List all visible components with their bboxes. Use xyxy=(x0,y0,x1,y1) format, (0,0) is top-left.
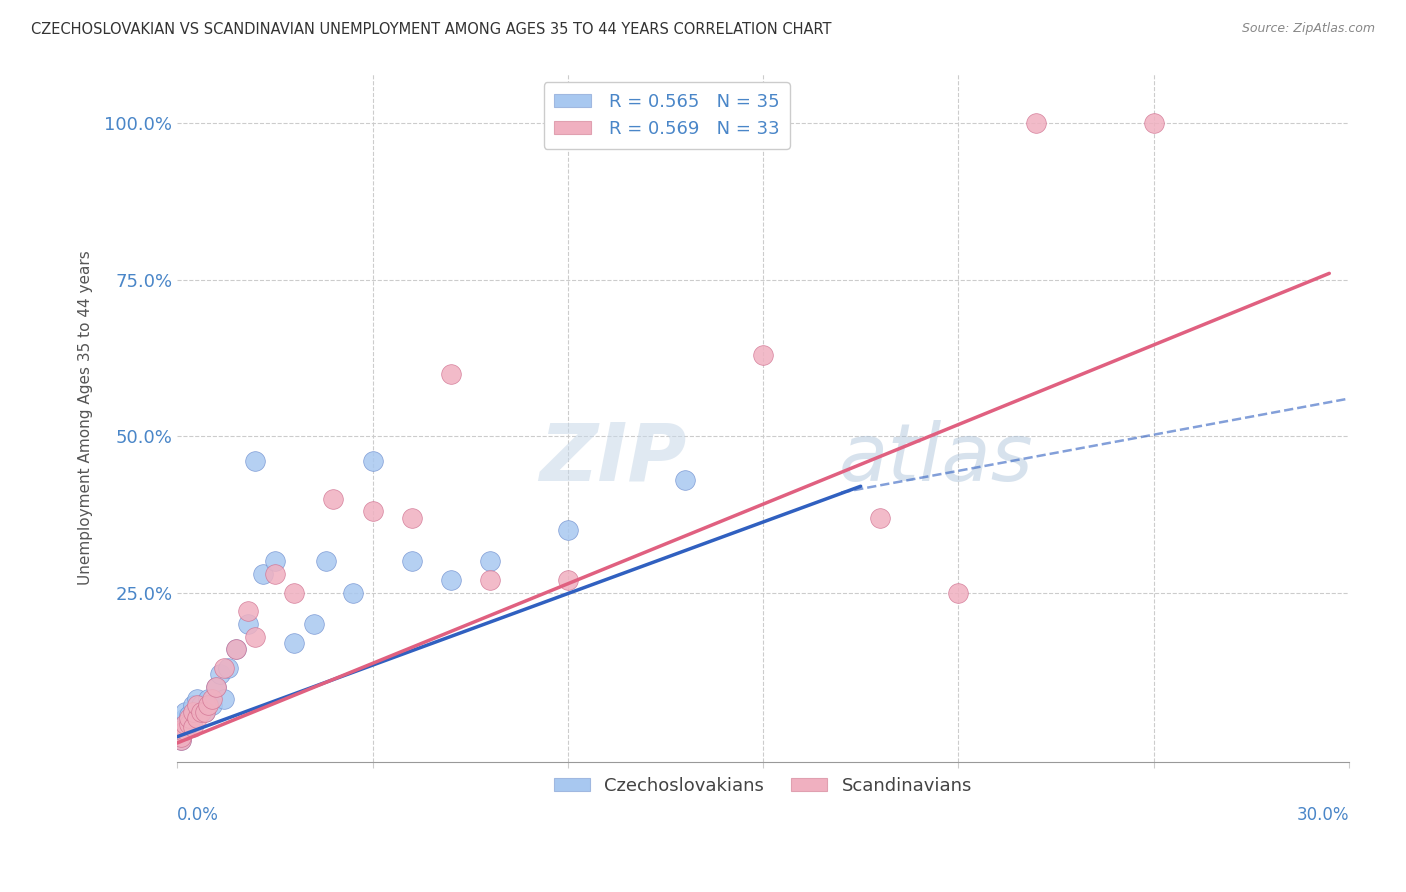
Point xyxy=(170,730,193,744)
Point xyxy=(194,705,217,719)
Point xyxy=(186,705,208,719)
Point xyxy=(478,554,501,568)
Point xyxy=(361,504,384,518)
Point xyxy=(322,491,344,506)
Point xyxy=(236,617,259,632)
Point xyxy=(236,605,259,619)
Point xyxy=(170,723,193,738)
Point xyxy=(181,720,204,734)
Point xyxy=(212,661,235,675)
Text: 30.0%: 30.0% xyxy=(1296,805,1348,823)
Point xyxy=(209,667,232,681)
Point xyxy=(283,585,305,599)
Point xyxy=(177,717,200,731)
Point xyxy=(190,705,212,719)
Point xyxy=(201,692,224,706)
Point xyxy=(177,717,200,731)
Point xyxy=(177,711,200,725)
Text: ZIP: ZIP xyxy=(540,420,688,498)
Legend: Czechoslovakians, Scandinavians: Czechoslovakians, Scandinavians xyxy=(547,770,980,802)
Point xyxy=(205,680,228,694)
Point xyxy=(212,692,235,706)
Point xyxy=(342,585,364,599)
Point xyxy=(186,711,208,725)
Point xyxy=(869,510,891,524)
Point xyxy=(264,554,287,568)
Point xyxy=(225,642,247,657)
Point xyxy=(186,698,208,713)
Point xyxy=(181,705,204,719)
Point xyxy=(174,711,197,725)
Point xyxy=(190,698,212,713)
Point xyxy=(401,510,423,524)
Point xyxy=(170,732,193,747)
Point xyxy=(170,723,193,738)
Point xyxy=(194,705,217,719)
Point xyxy=(283,636,305,650)
Point xyxy=(245,630,267,644)
Point xyxy=(302,617,325,632)
Point xyxy=(197,692,219,706)
Point xyxy=(315,554,337,568)
Point xyxy=(225,642,247,657)
Point xyxy=(181,711,204,725)
Point xyxy=(478,573,501,587)
Point xyxy=(205,680,228,694)
Point xyxy=(170,726,193,740)
Point xyxy=(264,566,287,581)
Point xyxy=(174,723,197,738)
Point xyxy=(201,698,224,713)
Point xyxy=(245,454,267,468)
Text: CZECHOSLOVAKIAN VS SCANDINAVIAN UNEMPLOYMENT AMONG AGES 35 TO 44 YEARS CORRELATI: CZECHOSLOVAKIAN VS SCANDINAVIAN UNEMPLOY… xyxy=(31,22,831,37)
Point xyxy=(174,705,197,719)
Point xyxy=(439,573,461,587)
Point xyxy=(1025,116,1047,130)
Point xyxy=(217,661,239,675)
Point xyxy=(557,523,579,537)
Point xyxy=(177,707,200,722)
Point xyxy=(186,692,208,706)
Point xyxy=(439,367,461,381)
Point xyxy=(752,348,775,362)
Point xyxy=(197,698,219,713)
Point xyxy=(181,698,204,713)
Point xyxy=(174,723,197,738)
Point xyxy=(174,717,197,731)
Point xyxy=(948,585,970,599)
Point xyxy=(170,732,193,747)
Point xyxy=(401,554,423,568)
Point xyxy=(361,454,384,468)
Point xyxy=(252,566,274,581)
Y-axis label: Unemployment Among Ages 35 to 44 years: Unemployment Among Ages 35 to 44 years xyxy=(79,250,93,585)
Text: Source: ZipAtlas.com: Source: ZipAtlas.com xyxy=(1241,22,1375,36)
Text: atlas: atlas xyxy=(839,420,1033,498)
Point xyxy=(557,573,579,587)
Point xyxy=(673,473,696,487)
Text: 0.0%: 0.0% xyxy=(177,805,219,823)
Point xyxy=(1142,116,1164,130)
